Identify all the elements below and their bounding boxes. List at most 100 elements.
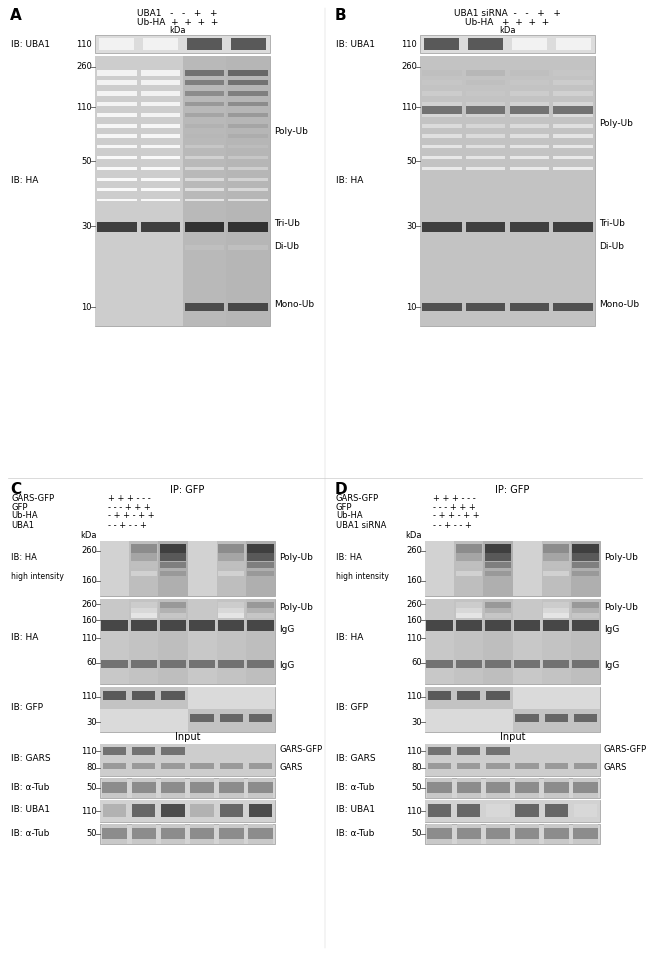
Text: Poly-Ub: Poly-Ub xyxy=(604,603,638,612)
Bar xyxy=(247,602,274,609)
Bar xyxy=(541,599,571,684)
Bar xyxy=(553,134,593,139)
Bar xyxy=(553,80,593,85)
Bar xyxy=(428,763,451,770)
Bar xyxy=(571,541,600,596)
Bar xyxy=(510,91,549,97)
Bar xyxy=(510,102,549,106)
Bar xyxy=(508,56,551,326)
Bar xyxy=(572,607,599,614)
Bar xyxy=(141,91,180,97)
Text: 10: 10 xyxy=(406,303,417,312)
Bar xyxy=(468,38,503,50)
Bar xyxy=(220,714,243,722)
Bar xyxy=(572,572,599,576)
Text: 30: 30 xyxy=(406,222,417,230)
Text: Ub-HA  +  +  +  +: Ub-HA + + + + xyxy=(136,17,218,27)
Bar xyxy=(103,804,126,816)
Bar xyxy=(141,199,180,201)
Bar xyxy=(141,113,180,117)
Bar xyxy=(541,800,571,822)
Text: IgG: IgG xyxy=(604,661,619,670)
Bar xyxy=(486,804,510,816)
Text: IB: HA: IB: HA xyxy=(336,633,363,641)
Bar xyxy=(543,602,569,609)
Bar xyxy=(190,782,214,793)
Bar xyxy=(98,178,136,181)
Bar xyxy=(456,824,481,844)
Bar xyxy=(228,178,268,181)
Bar xyxy=(573,824,597,844)
Bar xyxy=(131,544,157,554)
Bar xyxy=(102,782,127,793)
Bar xyxy=(425,800,600,822)
Bar xyxy=(132,747,155,754)
Bar xyxy=(485,607,511,614)
Bar xyxy=(466,102,505,106)
Bar xyxy=(553,113,593,117)
Bar xyxy=(129,744,159,776)
Bar xyxy=(510,70,549,76)
Bar xyxy=(574,763,597,770)
Bar xyxy=(456,782,481,793)
Bar xyxy=(426,660,452,668)
Bar xyxy=(510,156,549,159)
Bar xyxy=(161,804,185,816)
Bar xyxy=(427,778,452,798)
Bar xyxy=(228,134,268,139)
Bar xyxy=(218,554,244,561)
Bar xyxy=(129,800,159,822)
Bar xyxy=(98,80,136,85)
Text: - + + - + +: - + + - + + xyxy=(108,511,155,520)
Bar xyxy=(543,544,569,554)
Bar xyxy=(247,660,274,668)
Text: GFP: GFP xyxy=(11,503,27,511)
Bar xyxy=(141,166,180,170)
Bar xyxy=(454,800,484,822)
Bar xyxy=(218,613,244,618)
Bar xyxy=(218,562,244,568)
Text: GARS: GARS xyxy=(279,763,302,771)
Bar xyxy=(420,56,595,326)
Text: 30: 30 xyxy=(81,222,92,230)
Bar xyxy=(512,800,541,822)
Bar xyxy=(190,763,214,770)
Bar xyxy=(486,824,510,844)
Bar xyxy=(544,778,569,798)
Bar xyxy=(228,123,268,127)
Bar xyxy=(100,599,129,684)
Text: Poly-Ub: Poly-Ub xyxy=(604,553,638,562)
Bar xyxy=(131,602,157,609)
Bar xyxy=(100,541,129,596)
Bar xyxy=(228,70,268,76)
Text: Ub-HA   +  +  +  +: Ub-HA + + + + xyxy=(465,17,550,27)
Bar xyxy=(100,800,129,822)
Text: GARS-GFP: GARS-GFP xyxy=(336,493,379,503)
Bar xyxy=(486,782,510,793)
Bar xyxy=(544,828,569,839)
Text: Poly-Ub: Poly-Ub xyxy=(279,553,313,562)
Text: 50: 50 xyxy=(86,830,97,838)
Text: 110: 110 xyxy=(81,747,97,755)
Bar xyxy=(246,687,275,708)
Bar xyxy=(228,222,268,232)
Bar xyxy=(572,660,599,668)
Text: 30: 30 xyxy=(411,718,422,727)
Bar xyxy=(187,744,216,776)
Bar xyxy=(456,602,482,609)
Bar xyxy=(219,778,244,798)
Bar xyxy=(131,828,156,839)
Bar xyxy=(425,744,600,776)
Text: IgG: IgG xyxy=(604,625,619,634)
Bar xyxy=(226,56,270,326)
Bar xyxy=(456,544,482,554)
Text: 50: 50 xyxy=(406,157,417,165)
Bar xyxy=(187,38,222,50)
Bar xyxy=(510,106,549,114)
Text: Ub-HA: Ub-HA xyxy=(336,511,363,520)
Text: IB: HA: IB: HA xyxy=(336,176,363,185)
Bar xyxy=(219,828,244,839)
Bar xyxy=(218,660,244,668)
Bar xyxy=(484,599,512,684)
Bar xyxy=(551,56,595,326)
